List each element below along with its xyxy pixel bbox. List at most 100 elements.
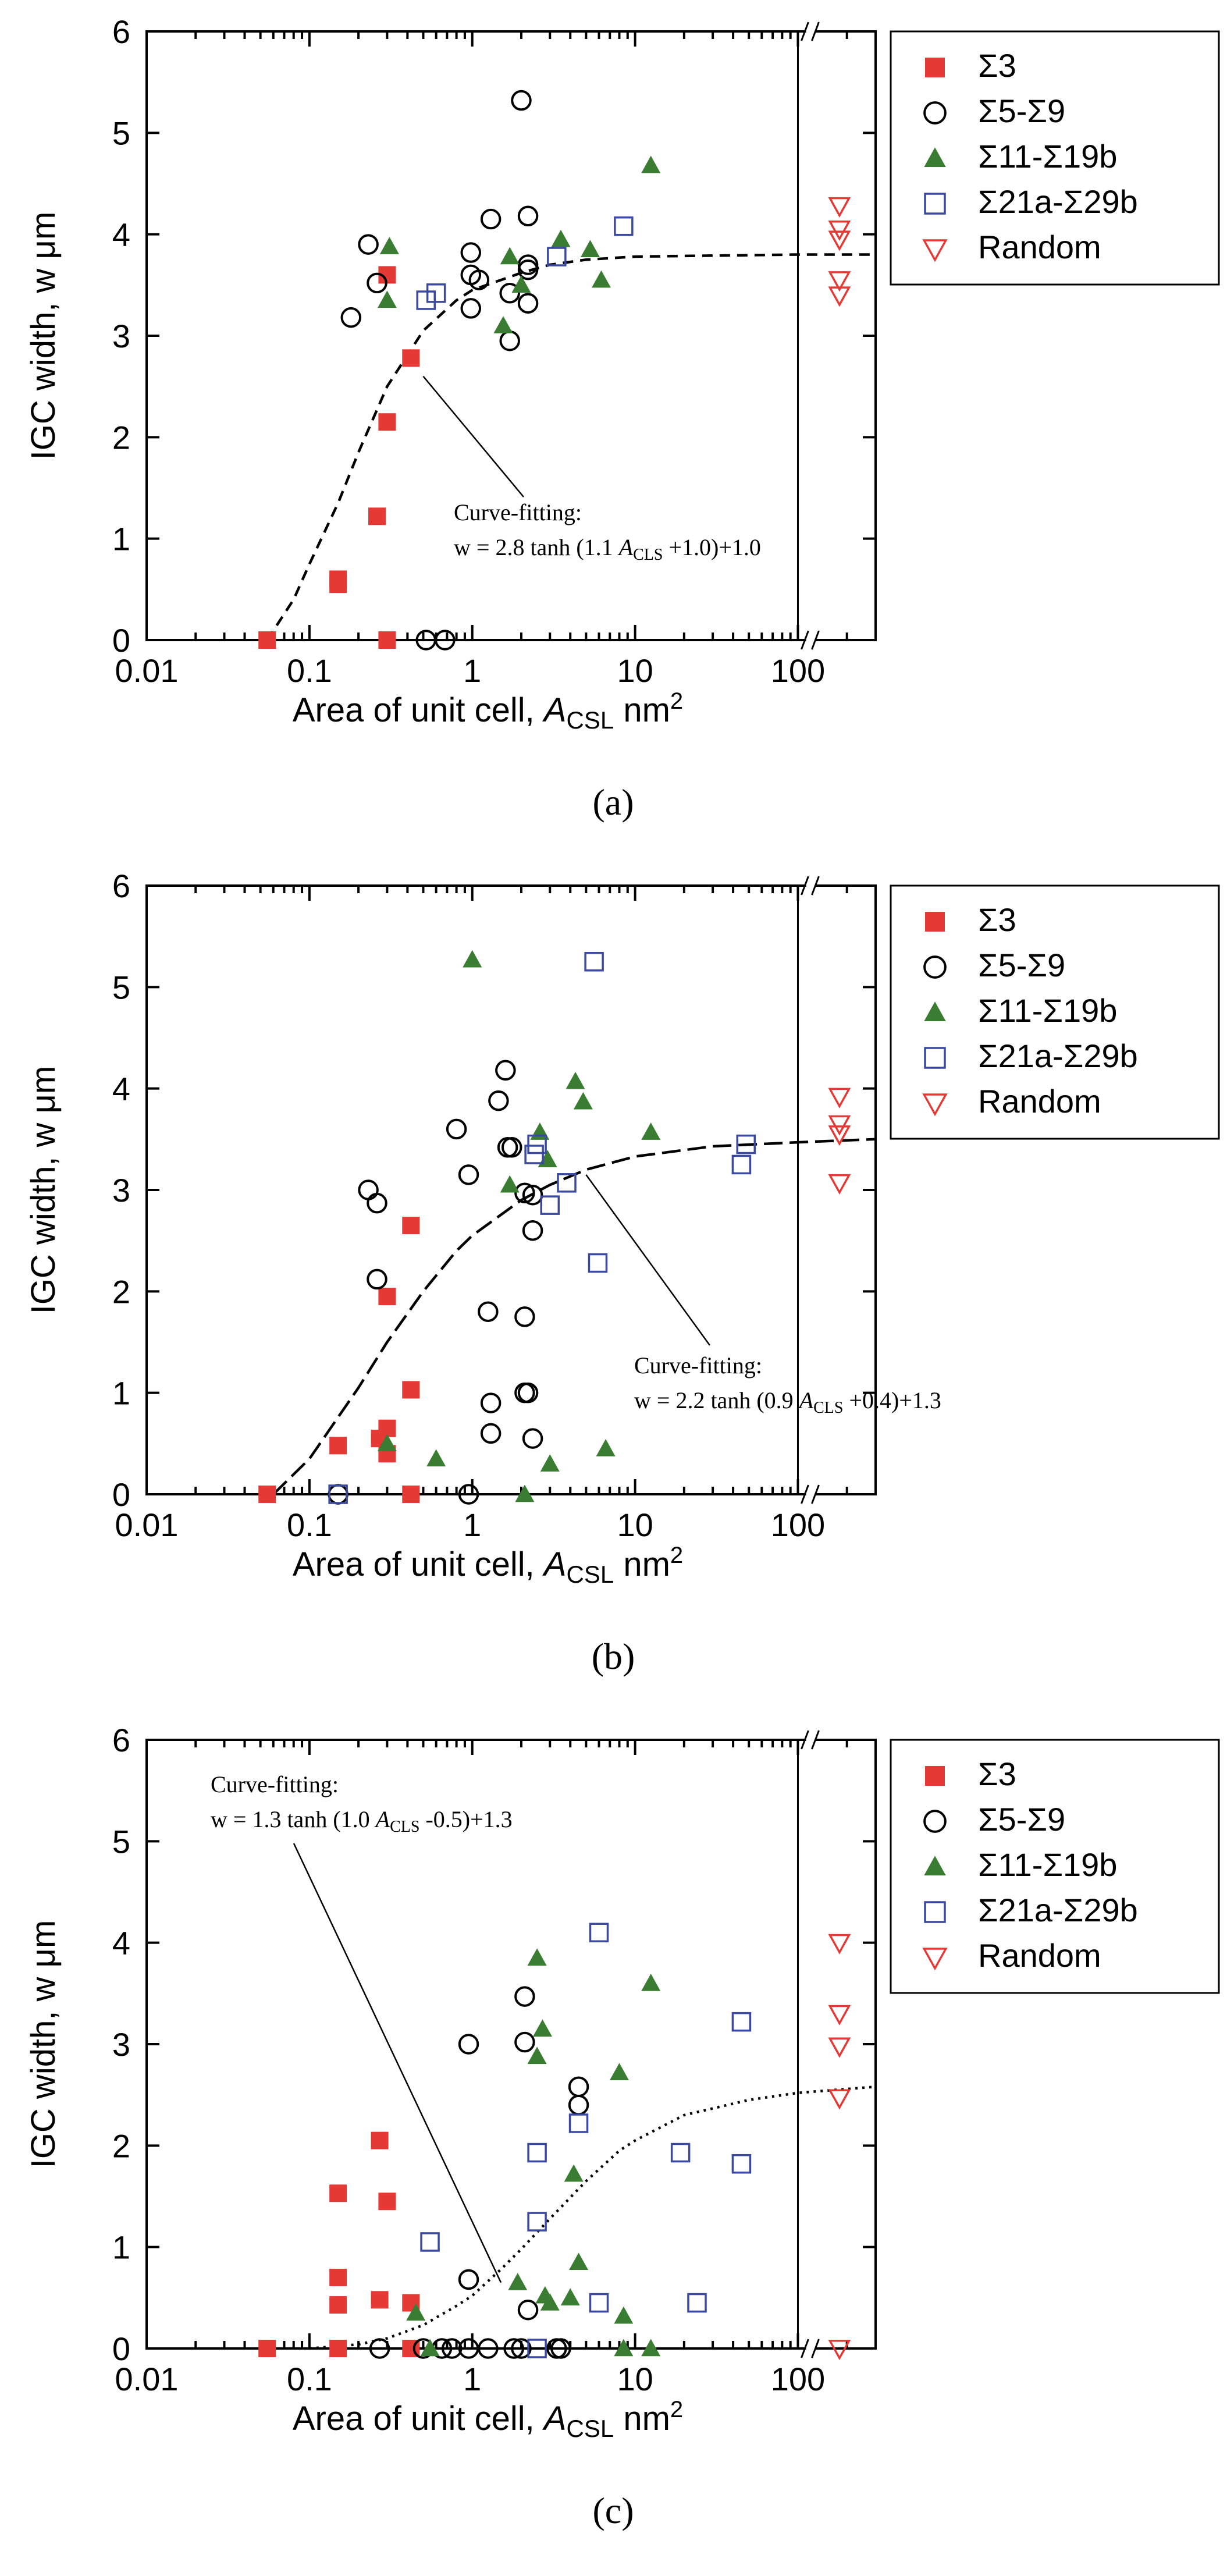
data-point — [517, 1382, 539, 1404]
x-axis-title-unit: nm — [614, 691, 670, 729]
y-axis-title: IGC width, w μm — [24, 1920, 62, 2169]
data-point — [329, 2340, 347, 2357]
series-random — [828, 1088, 851, 1195]
legend-label: Σ21a-Σ29b — [978, 183, 1138, 220]
data-point — [828, 2340, 851, 2361]
legend-label: Σ5-Σ9 — [978, 93, 1065, 129]
panel-label: (c) — [592, 2490, 634, 2531]
data-point — [258, 2340, 276, 2357]
data-point — [499, 283, 520, 304]
y-tick-label: 3 — [112, 318, 130, 354]
y-tick-label: 6 — [112, 868, 130, 904]
chart-panel-1: 0 1 2 3 4 5 6 0.01 0.1 1 10 100 IGC width, w μm Area … — [24, 13, 1220, 823]
y-tick-label: 2 — [112, 419, 130, 456]
data-point — [329, 2296, 347, 2314]
data-point — [828, 1174, 851, 1195]
annotation-formula-var: A — [374, 1806, 390, 1832]
data-point — [551, 229, 571, 247]
data-point — [463, 950, 482, 968]
data-point — [828, 230, 851, 251]
x-axis-title-var: A — [542, 2400, 567, 2438]
y-tick-label: 4 — [112, 1071, 130, 1107]
data-point — [435, 630, 456, 651]
data-point — [517, 259, 539, 280]
x-axis-title-main: Area of unit cell, — [293, 2400, 544, 2438]
axis-break-slash — [801, 876, 809, 896]
legend-marker-random — [922, 239, 948, 262]
data-point — [514, 2031, 535, 2053]
legend-marker-s11 — [924, 1856, 946, 1875]
legend-marker-s3 — [925, 1766, 945, 1786]
x-axis-title-main: Area of unit cell, — [293, 691, 544, 729]
data-point — [458, 1164, 479, 1185]
series-s5 — [340, 90, 539, 651]
data-point — [540, 1195, 560, 1215]
y-tick-label: 0 — [112, 2330, 130, 2367]
x-axis-title-main: Area of unit cell, — [293, 1545, 544, 1583]
data-point — [522, 1184, 543, 1206]
data-point — [460, 242, 482, 263]
y-tick-label: 6 — [112, 13, 130, 50]
fit-curve — [266, 253, 876, 641]
axis-break-mark-bottom — [801, 630, 820, 650]
data-point — [367, 1192, 387, 1214]
data-point — [515, 1484, 535, 1502]
data-point — [420, 2232, 440, 2252]
axis-break-mark-top — [801, 876, 820, 896]
data-point — [511, 275, 531, 293]
data-point — [573, 1092, 593, 1110]
data-point — [557, 1173, 577, 1193]
series-s3 — [258, 2131, 420, 2357]
legend-marker-s21 — [924, 193, 946, 215]
legend-marker-random — [922, 1948, 948, 1971]
data-point — [614, 2306, 634, 2324]
legend-label: Σ3 — [978, 1756, 1016, 1792]
data-point — [511, 90, 532, 111]
data-point — [367, 272, 387, 294]
y-tick-label: 4 — [112, 216, 130, 253]
legend-marker-s5 — [923, 101, 947, 125]
data-point — [828, 221, 851, 241]
data-point — [527, 2339, 547, 2358]
data-point — [460, 298, 482, 319]
axis-break-slash — [801, 630, 809, 650]
x-tick-label: 1 — [463, 652, 481, 689]
series-s21 — [420, 1923, 752, 2358]
legend-marker-s5 — [923, 955, 947, 979]
annotation-leader-line — [585, 1174, 711, 1346]
y-tick-label: 0 — [112, 622, 130, 659]
data-point — [517, 254, 539, 275]
y-tick-label: 1 — [112, 1375, 130, 1412]
data-point — [527, 2212, 547, 2232]
y-tick-label: 3 — [112, 1172, 130, 1209]
data-point — [828, 2037, 851, 2058]
x-tick-label: 0.1 — [287, 1506, 332, 1543]
data-point — [568, 2094, 589, 2116]
y-tick-label: 5 — [112, 115, 130, 151]
x-tick-label: 100 — [771, 652, 825, 689]
data-point — [564, 2164, 584, 2182]
data-point — [378, 2193, 396, 2211]
legend-label: Random — [978, 1083, 1101, 1120]
y-tick-label: 1 — [112, 2229, 130, 2266]
data-point — [406, 2303, 426, 2321]
annotation-leader-line — [293, 1843, 502, 2283]
data-point — [641, 1973, 661, 1991]
axis-break-mark-bottom — [801, 2339, 820, 2358]
legend-marker-s11 — [924, 147, 946, 167]
curve-fit-annotation: Curve-fitting: w = 2.8 tanh (1.1 ACLS +1.… — [422, 375, 761, 564]
x-tick-label: 0.01 — [115, 1506, 179, 1543]
data-point — [503, 2338, 524, 2359]
series-s11 — [377, 950, 661, 1502]
x-tick-label: 10 — [617, 2361, 653, 2397]
data-point — [569, 2252, 589, 2271]
data-point — [614, 2339, 634, 2357]
x-axis-title: Area of unit cell, ACSL nm2 — [293, 688, 683, 734]
data-point — [524, 1145, 544, 1164]
axis-break-mark-bottom — [801, 1484, 820, 1504]
data-point — [514, 1306, 535, 1327]
data-point — [828, 1115, 851, 1136]
data-point — [371, 2131, 389, 2149]
data-point — [508, 2273, 528, 2290]
